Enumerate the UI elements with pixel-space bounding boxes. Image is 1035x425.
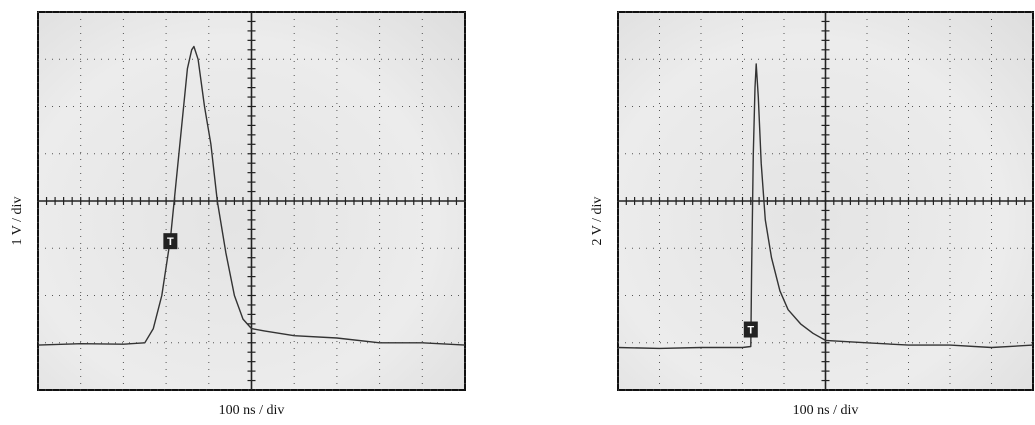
oscilloscope-figure: T 100 ns / div 1 V / div T 100 ns / div 2 V /…: [0, 0, 1035, 425]
y-axis-label: 1 V / div: [10, 197, 25, 246]
trigger-label: T: [747, 324, 754, 336]
x-axis-label: 100 ns / div: [793, 403, 859, 418]
y-axis-label: 2 V / div: [590, 197, 605, 246]
page: {"chart_data": [ {"type": "line", "xlabe…: [0, 0, 1035, 425]
x-axis-label: 100 ns / div: [219, 403, 285, 418]
scope-panel: T 100 ns / div 1 V / div: [10, 12, 465, 418]
trigger-label: T: [167, 236, 174, 248]
scope-panel: T 100 ns / div 2 V / div: [590, 12, 1033, 418]
